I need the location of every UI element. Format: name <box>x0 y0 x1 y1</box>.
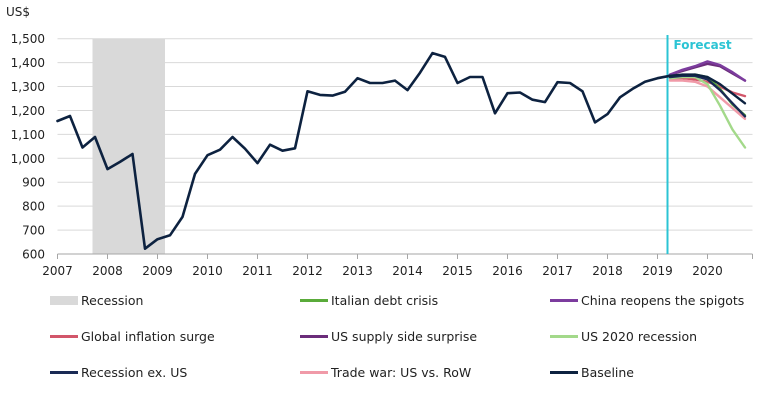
legend-item: US supply side surprise <box>300 329 477 344</box>
x-tick-label: 2012 <box>292 264 323 278</box>
y-tick-label: 1,200 <box>11 104 45 118</box>
legend-label: Recession <box>81 293 144 308</box>
legend-swatch <box>550 335 578 338</box>
legend-item: Trade war: US vs. RoW <box>300 365 471 380</box>
legend-swatch <box>300 371 328 374</box>
legend-label: China reopens the spigots <box>581 293 745 308</box>
y-tick-label: 900 <box>22 176 45 190</box>
gridlines <box>57 38 753 231</box>
legend-label: Baseline <box>581 365 634 380</box>
y-tick-label: 600 <box>22 248 45 262</box>
legend-swatch <box>50 335 78 338</box>
x-tick-label: 2014 <box>392 264 423 278</box>
legend-swatch <box>550 299 578 302</box>
x-tick-label: 2019 <box>642 264 673 278</box>
legend-item: Global inflation surge <box>50 329 215 344</box>
legend-label: Trade war: US vs. RoW <box>331 365 472 380</box>
y-tick-label: 1,000 <box>11 152 45 166</box>
x-tick-label: 2007 <box>42 264 73 278</box>
legend-item: Baseline <box>550 365 634 380</box>
legend-item: Recession ex. US <box>50 365 187 380</box>
legend-label: Global inflation surge <box>81 329 215 344</box>
y-tick-label: 800 <box>22 200 45 214</box>
y-tick-label: 1,100 <box>11 128 45 142</box>
legend-item: Italian debt crisis <box>300 293 438 308</box>
legend-label: Recession ex. US <box>81 365 188 380</box>
x-tick-label: 2009 <box>142 264 173 278</box>
x-tick-label: 2008 <box>92 264 123 278</box>
legend-swatch <box>300 299 328 302</box>
y-tick-label: 1,500 <box>11 32 45 46</box>
x-tick-label: 2013 <box>342 264 373 278</box>
x-tick-label: 2016 <box>492 264 523 278</box>
line-chart: US$ 600 700 800 900 1,000 1,100 1,200 1,300 1,40… <box>6 5 753 278</box>
legend-item: US 2020 recession <box>550 329 697 344</box>
x-tick-label: 2015 <box>442 264 473 278</box>
y-tick-label: 700 <box>22 224 45 238</box>
y-tick-label: 1,300 <box>11 80 45 94</box>
y-tick-label: 1,400 <box>11 56 45 70</box>
recession-band <box>92 38 165 255</box>
series-lines <box>56 51 747 250</box>
legend-item: China reopens the spigots <box>550 293 744 308</box>
legend-swatch <box>550 371 578 374</box>
legend-label: US supply side surprise <box>331 329 478 344</box>
y-axis-ticks: 600 700 800 900 1,000 1,100 1,200 1,300 1,400 1,5… <box>11 32 45 261</box>
x-tick-label: 2010 <box>192 264 223 278</box>
legend-label: US 2020 recession <box>581 329 698 344</box>
legend-label: Italian debt crisis <box>331 293 439 308</box>
legend: Recession Italian debt crisis China reopen… <box>0 292 770 402</box>
forecast-marker: Forecast <box>666 35 732 254</box>
series-line-historical <box>56 51 672 250</box>
legend-swatch <box>300 335 328 338</box>
legend-item: Recession <box>50 293 143 308</box>
x-tick-label: 2017 <box>542 264 573 278</box>
x-tick-label: 2018 <box>592 264 623 278</box>
y-axis-unit-label: US$ <box>6 5 30 19</box>
forecast-label: Forecast <box>674 38 732 52</box>
x-axis: 2007 2008 2009 2010 2011 2012 2013 2014 2015 2016… <box>42 253 753 278</box>
series-line-china-reopens-the-spigots <box>668 60 747 82</box>
legend-swatch <box>50 296 78 305</box>
series-line-baseline <box>668 73 747 105</box>
legend-swatch <box>50 371 78 374</box>
x-tick-label: 2011 <box>242 264 273 278</box>
recession-band-layer <box>92 38 165 255</box>
x-tick-label: 2020 <box>692 264 723 278</box>
